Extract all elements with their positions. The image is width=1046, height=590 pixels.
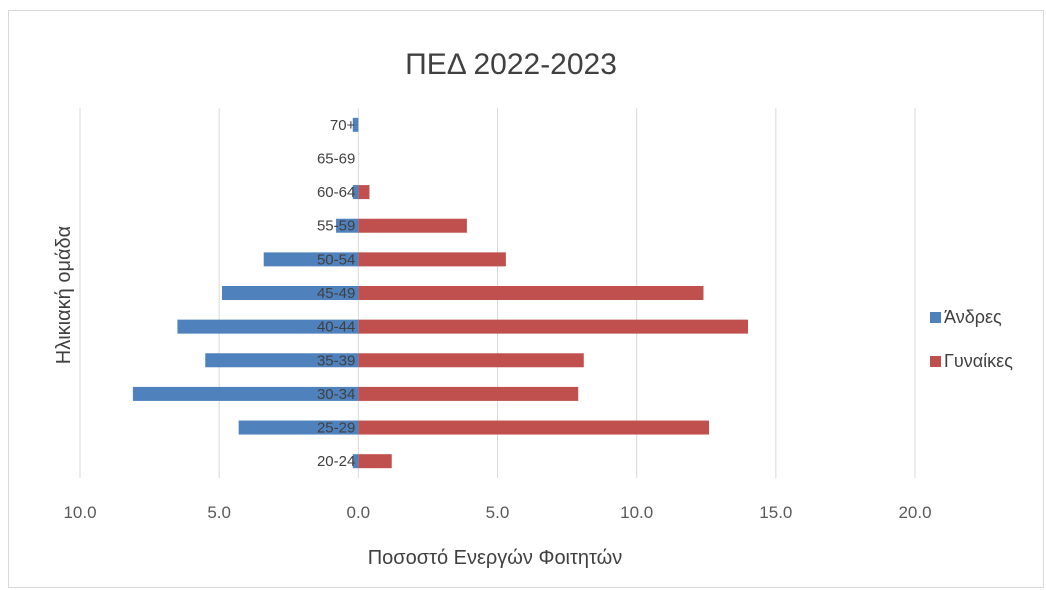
x-tick-label-0: 10.0 (63, 503, 96, 522)
bar-men-55-59 (336, 218, 359, 233)
bar-women-35-39 (358, 353, 584, 368)
bar-women-60-64 (358, 185, 370, 200)
category-label-30-34: 30-34 (317, 386, 355, 403)
x-tick-label-2: 0.0 (347, 503, 371, 522)
bar-women-25-29 (358, 420, 710, 435)
category-label-25-29: 25-29 (317, 420, 355, 437)
category-label-45-49: 45-49 (317, 285, 355, 302)
x-axis-title: Ποσοστό Ενεργών Φοιτητών (368, 547, 623, 569)
bar-women-30-34 (358, 386, 579, 401)
category-label-55-59: 55-59 (317, 218, 355, 235)
category-labels: 20-24 25-29 30-34 35-39 40-44 45-49 50-54 55-59… (317, 117, 356, 470)
bar-women-40-44 (358, 319, 748, 334)
category-label-40-44: 40-44 (317, 319, 355, 336)
bar-women-45-49 (358, 286, 704, 300)
bar-men-70+ (352, 117, 359, 132)
bar-women-55-59 (358, 218, 467, 233)
category-label-20-24: 20-24 (317, 453, 355, 470)
x-tick-labels: 10.0 5.0 0.0 5.0 10.0 15.0 20.0 (63, 503, 931, 522)
bars (132, 117, 748, 469)
bar-men-45-49 (221, 286, 359, 300)
legend-label-1: Γυναίκες (944, 351, 1013, 371)
bar-men-60-64 (352, 185, 359, 200)
x-tick-label-4: 10.0 (620, 503, 653, 522)
bar-men-35-39 (205, 353, 359, 368)
bar-men-30-34 (132, 386, 359, 401)
x-tick-label-3: 5.0 (486, 503, 510, 522)
bar-men-50-54 (263, 252, 359, 267)
bar-women-20-24 (358, 454, 392, 469)
x-tick-label-5: 15.0 (759, 503, 792, 522)
legend-swatch-1 (930, 356, 941, 367)
bar-men-20-24 (352, 454, 359, 469)
category-label-35-39: 35-39 (317, 352, 355, 369)
category-label-70+: 70+ (330, 117, 356, 134)
legend: Άνδρες Γυναίκες (930, 307, 1013, 371)
category-label-50-54: 50-54 (317, 251, 355, 268)
bar-men-40-44 (177, 319, 359, 334)
chart-title: ΠΕΔ 2022-2023 (405, 48, 617, 81)
x-tick-label-6: 20.0 (898, 503, 931, 522)
category-label-60-64: 60-64 (317, 184, 355, 201)
bar-women-50-54 (358, 252, 506, 267)
legend-label-0: Άνδρες (944, 307, 1002, 327)
x-tick-label-1: 5.0 (207, 503, 231, 522)
category-label-65-69: 65-69 (317, 150, 355, 167)
y-axis-title: Ηλικιακή ομάδα (53, 226, 75, 364)
legend-swatch-0 (930, 312, 941, 323)
bar-men-25-29 (238, 420, 359, 435)
